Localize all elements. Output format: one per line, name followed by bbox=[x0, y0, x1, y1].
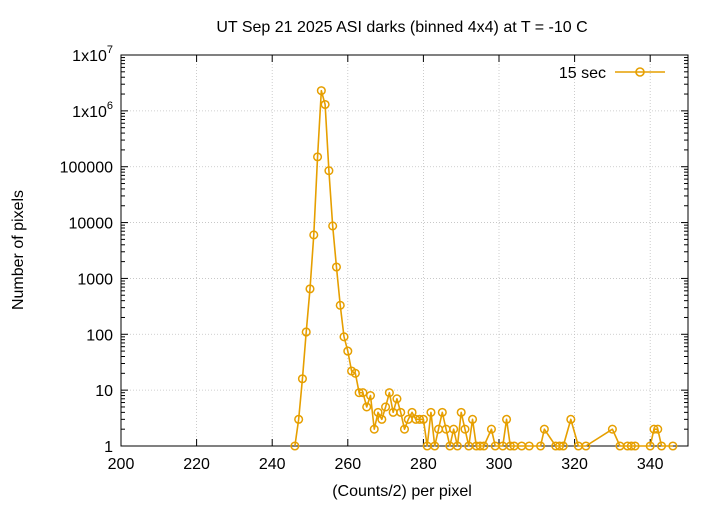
data-point bbox=[339, 332, 349, 342]
series-line bbox=[294, 89, 673, 447]
data-point bbox=[324, 166, 334, 176]
x-tick-label: 300 bbox=[486, 456, 513, 473]
data-point bbox=[558, 441, 568, 451]
data-point bbox=[381, 402, 391, 412]
data-point bbox=[369, 424, 379, 434]
data-point bbox=[377, 414, 387, 424]
x-tick-label: 340 bbox=[637, 456, 664, 473]
y-axis-label: Number of pixels bbox=[10, 190, 27, 310]
data-point bbox=[418, 414, 428, 424]
data-point bbox=[607, 424, 617, 434]
data-point bbox=[313, 152, 323, 162]
data-point bbox=[653, 424, 663, 434]
data-point bbox=[305, 284, 315, 294]
x-tick-label: 220 bbox=[183, 456, 210, 473]
legend: 15 sec bbox=[559, 65, 665, 82]
data-point bbox=[524, 441, 534, 451]
data-point bbox=[384, 388, 394, 398]
grid bbox=[121, 55, 688, 446]
legend-marker bbox=[635, 67, 645, 77]
data-point bbox=[328, 221, 338, 231]
data-point bbox=[301, 327, 311, 337]
x-tick-label: 320 bbox=[561, 456, 588, 473]
data-point bbox=[668, 441, 678, 451]
data-point bbox=[649, 424, 659, 434]
data-point bbox=[430, 441, 440, 451]
data-point bbox=[320, 99, 330, 110]
data-point bbox=[437, 407, 447, 417]
x-tick-label: 240 bbox=[259, 456, 286, 473]
y-tick-label: 100000 bbox=[60, 160, 113, 177]
data-point bbox=[407, 407, 417, 417]
data-point bbox=[297, 374, 307, 384]
data-point bbox=[396, 407, 406, 417]
data-point bbox=[539, 424, 549, 434]
data-point bbox=[581, 441, 591, 451]
y-tick-label: 10000 bbox=[69, 216, 114, 233]
y-tick-label: 1x107 bbox=[72, 44, 113, 65]
data-point bbox=[309, 230, 319, 240]
data-point bbox=[656, 441, 667, 451]
data-point bbox=[354, 388, 364, 398]
data-point bbox=[392, 394, 402, 404]
data-point bbox=[536, 441, 546, 451]
y-tick-label: 100 bbox=[86, 327, 113, 344]
data-point bbox=[505, 441, 515, 451]
plot-frame bbox=[120, 54, 689, 447]
y-tick-label: 1000 bbox=[77, 271, 113, 288]
data-point bbox=[415, 414, 425, 424]
data-point bbox=[626, 441, 636, 451]
data-point bbox=[554, 441, 565, 451]
y-tick-label: 10 bbox=[95, 383, 113, 400]
data-point bbox=[399, 424, 410, 434]
data-point bbox=[467, 414, 478, 424]
data-point bbox=[343, 346, 353, 356]
y-tick-label: 1 bbox=[104, 439, 113, 456]
data-point bbox=[566, 414, 576, 424]
data-point bbox=[335, 300, 345, 310]
data-point bbox=[486, 424, 496, 434]
data-point bbox=[294, 414, 304, 424]
x-tick-label: 260 bbox=[334, 456, 361, 473]
data-point bbox=[358, 388, 368, 398]
data-point bbox=[365, 391, 376, 401]
legend-label: 15 sec bbox=[559, 65, 606, 82]
x-axis-label: (Counts/2) per pixel bbox=[332, 483, 472, 500]
data-point bbox=[479, 441, 489, 451]
data-point bbox=[460, 424, 470, 434]
chart-title: UT Sep 21 2025 ASI darks (binned 4x4) at… bbox=[216, 19, 587, 36]
series-layer bbox=[290, 86, 678, 451]
data-point bbox=[316, 86, 326, 96]
data-point bbox=[475, 441, 485, 451]
data-point bbox=[456, 407, 466, 417]
data-point bbox=[331, 262, 342, 272]
x-tick-label: 200 bbox=[108, 456, 135, 473]
data-point bbox=[630, 441, 640, 451]
data-point bbox=[645, 441, 655, 451]
data-point bbox=[290, 441, 300, 451]
data-point bbox=[502, 414, 512, 424]
data-point bbox=[452, 441, 462, 451]
axes: 200 220 240 260 280 300 320 340 1 10 100 1000 10000 1… bbox=[60, 44, 689, 473]
data-point bbox=[449, 424, 459, 434]
x-tick-label: 280 bbox=[410, 456, 437, 473]
data-point bbox=[426, 407, 436, 417]
data-point bbox=[373, 407, 383, 417]
data-point bbox=[350, 368, 360, 378]
data-point bbox=[362, 402, 372, 412]
y-tick-label: 1x106 bbox=[72, 100, 113, 121]
